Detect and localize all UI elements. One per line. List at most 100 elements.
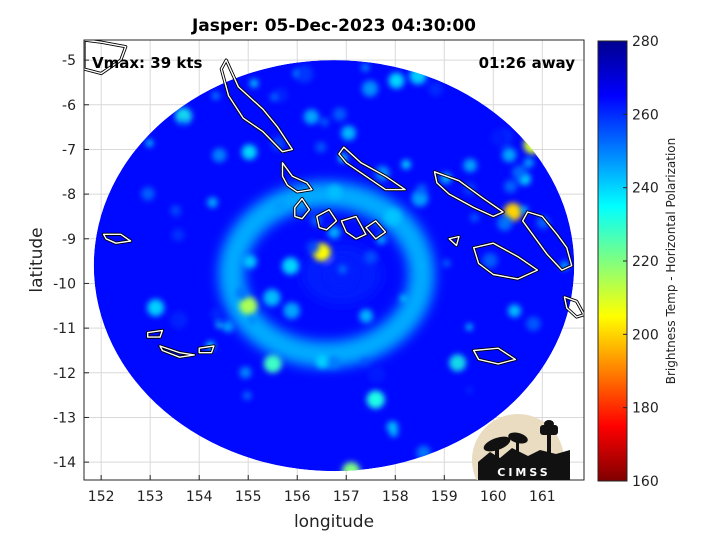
coastline-new-georgia-2 bbox=[316, 209, 338, 231]
speckle bbox=[210, 307, 223, 321]
speckle bbox=[520, 206, 528, 214]
speckle bbox=[442, 259, 451, 268]
colorbar bbox=[597, 40, 628, 482]
speckle bbox=[271, 136, 286, 151]
speckle bbox=[490, 129, 509, 147]
coastline-south-islet-2 bbox=[159, 345, 195, 358]
speckle bbox=[359, 309, 374, 323]
colorbar-tick-label: 200 bbox=[632, 327, 659, 343]
speckle bbox=[504, 179, 517, 193]
speckle bbox=[497, 215, 513, 231]
speckle bbox=[361, 358, 369, 366]
speckle bbox=[388, 72, 405, 89]
x-axis-ticks: 152 153 154 155 156 157 158 159 160 161 bbox=[88, 475, 556, 505]
speckle bbox=[243, 255, 257, 269]
y-axis-label: latitude bbox=[27, 227, 47, 292]
x-tick-label: 156 bbox=[284, 489, 311, 505]
colorbar-label: Brightness Temp - Horizontal Polarizatio… bbox=[664, 138, 678, 385]
feature-eye bbox=[325, 258, 358, 291]
speckle bbox=[235, 286, 248, 300]
cimss-logo: CIMSS bbox=[472, 414, 570, 480]
coastline-choiseul-island bbox=[220, 59, 293, 153]
speckle bbox=[384, 208, 402, 226]
coastline-nw-coast bbox=[84, 40, 127, 75]
y-tick-label: -5 bbox=[62, 53, 76, 69]
colorbar-tick-label: 240 bbox=[632, 181, 659, 197]
x-tick-label: 152 bbox=[88, 489, 115, 505]
speckle bbox=[175, 107, 192, 125]
speckle bbox=[269, 93, 278, 101]
speckle bbox=[273, 199, 287, 213]
feature-southwest-band bbox=[263, 354, 282, 373]
speckle bbox=[145, 139, 154, 147]
speckle bbox=[470, 213, 480, 223]
speckle bbox=[212, 148, 227, 163]
colorbar-tick-label: 260 bbox=[632, 107, 659, 123]
x-tick-label: 155 bbox=[235, 489, 262, 505]
y-tick-label: -9 bbox=[62, 232, 76, 248]
speckle bbox=[463, 158, 477, 173]
time-away-annotation: 01:26 away bbox=[479, 54, 576, 72]
speckle bbox=[141, 187, 155, 201]
speckle bbox=[526, 316, 541, 332]
speckle bbox=[241, 144, 257, 160]
speckle bbox=[222, 321, 234, 333]
y-tick-label: -8 bbox=[62, 187, 76, 203]
speckle bbox=[174, 212, 182, 220]
speckle bbox=[361, 63, 370, 72]
speckle bbox=[315, 141, 327, 153]
speckle bbox=[465, 323, 473, 331]
x-tick-label: 153 bbox=[137, 489, 164, 505]
speckle bbox=[272, 87, 289, 103]
speckle bbox=[466, 387, 473, 394]
speckle bbox=[263, 289, 281, 307]
coastline-south-islet-3 bbox=[198, 345, 215, 354]
speckle bbox=[316, 355, 329, 369]
coastline-malaita bbox=[433, 171, 504, 218]
x-tick-label: 160 bbox=[480, 489, 507, 505]
speckle bbox=[170, 311, 188, 329]
colorbar-ticks: 160 180 200 220 240 260 280 bbox=[623, 34, 659, 490]
coastline-west-islet bbox=[102, 233, 132, 244]
chart-title: Jasper: 05-Dec-2023 04:30:00 bbox=[191, 16, 476, 36]
coastline-new-georgia-4 bbox=[365, 220, 387, 240]
speckle bbox=[211, 91, 220, 100]
x-tick-label: 158 bbox=[382, 489, 409, 505]
y-tick-label: -6 bbox=[62, 98, 76, 114]
speckle bbox=[341, 125, 356, 141]
coastlines bbox=[84, 40, 584, 366]
speckle bbox=[523, 157, 534, 168]
x-tick-label: 157 bbox=[333, 489, 360, 505]
speckle bbox=[207, 197, 218, 208]
speckle bbox=[386, 421, 399, 433]
rain-band-ring bbox=[218, 181, 435, 368]
speckle bbox=[367, 365, 386, 384]
speckle bbox=[508, 304, 521, 318]
y-axis-ticks: -5 -6 -7 -8 -9 -10 -11 -12 -13 -14 bbox=[53, 53, 89, 471]
speckle bbox=[416, 183, 428, 195]
speckle bbox=[171, 228, 185, 242]
cimss-logo-text: CIMSS bbox=[497, 466, 550, 479]
coastline-malaita-east bbox=[522, 211, 573, 271]
speckle bbox=[306, 240, 320, 254]
speckle bbox=[428, 82, 443, 97]
speckle bbox=[327, 226, 341, 239]
speckle bbox=[283, 302, 300, 319]
speckle bbox=[364, 250, 378, 264]
y-tick-label: -13 bbox=[53, 410, 76, 426]
x-axis-label: longitude bbox=[294, 512, 374, 532]
y-tick-label: -12 bbox=[53, 366, 76, 382]
speckle bbox=[502, 147, 517, 163]
coastline-ne-islet bbox=[448, 235, 460, 247]
coastline-new-georgia-3 bbox=[340, 215, 367, 240]
y-tick-label: -10 bbox=[53, 276, 76, 292]
coastline-new-georgia-1 bbox=[294, 197, 311, 220]
speckle bbox=[282, 257, 300, 275]
speckle bbox=[320, 117, 330, 127]
speckle bbox=[326, 355, 341, 370]
colorbar-tick-label: 280 bbox=[632, 34, 659, 50]
y-tick-label: -11 bbox=[53, 321, 76, 337]
x-tick-label: 161 bbox=[529, 489, 556, 505]
speckle bbox=[147, 299, 165, 317]
speckle bbox=[418, 263, 425, 270]
